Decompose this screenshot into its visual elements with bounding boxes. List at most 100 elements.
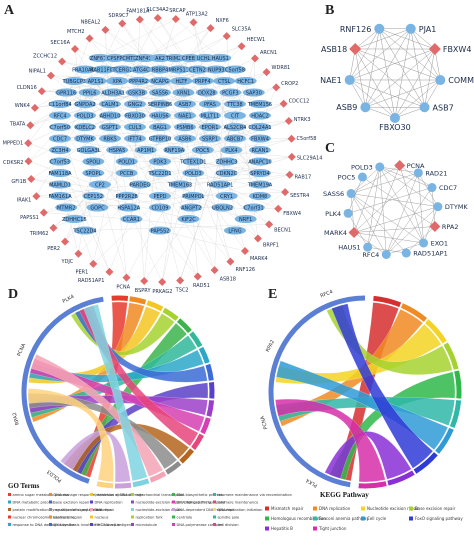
outer-label-papss1: PAPSS1 bbox=[20, 215, 39, 221]
legend-swatch bbox=[90, 523, 93, 526]
node-rfc4 bbox=[49, 111, 71, 120]
node-ssrp1 bbox=[199, 134, 221, 143]
node-tbata-marker bbox=[26, 121, 35, 130]
node-spoli bbox=[82, 157, 105, 166]
edge bbox=[424, 79, 441, 108]
node-zcchc12-marker bbox=[58, 57, 67, 66]
node-label-pold1: POLD1 bbox=[118, 159, 135, 165]
node-zc3h4 bbox=[49, 146, 71, 154]
node-label-abhd10: ABHD10 bbox=[100, 113, 121, 119]
edge bbox=[353, 232, 424, 244]
node-slc34a2-marker bbox=[153, 14, 162, 23]
edge bbox=[394, 48, 436, 119]
panel-letter-d: D bbox=[8, 287, 18, 302]
node-cdc7 bbox=[427, 183, 437, 193]
legend-item: MHC class II antigen bbox=[95, 523, 131, 527]
node-fbxw4-marker bbox=[428, 43, 441, 56]
edge bbox=[202, 149, 292, 157]
outer-label-brpf1: BRPF1 bbox=[263, 243, 279, 249]
edge bbox=[355, 48, 425, 108]
label-cdc7: CDC7 bbox=[439, 184, 457, 192]
label-fbxw4: FBXW4 bbox=[443, 45, 472, 54]
node-sec16a-marker bbox=[71, 45, 80, 54]
edge bbox=[64, 172, 94, 242]
edge bbox=[66, 92, 211, 128]
node-cdkn2c bbox=[215, 169, 238, 177]
edge bbox=[379, 166, 387, 255]
edge bbox=[379, 28, 435, 50]
node-cry1 bbox=[215, 192, 238, 200]
node-label-pfas: PFAS bbox=[204, 102, 216, 108]
node-asb7 bbox=[173, 100, 196, 108]
node-label-kdelc2: KDELC2 bbox=[75, 125, 95, 131]
node-mtch2-marker bbox=[85, 34, 94, 43]
node-label-pcmtd1: PCMTD1 bbox=[119, 56, 140, 62]
edge bbox=[178, 27, 211, 70]
chord-panel-e: PLK4 PCNA RPA2 RFC4 bbox=[259, 289, 462, 489]
node-label-haus1: HAUS1 bbox=[212, 56, 229, 62]
term-arc bbox=[189, 331, 203, 348]
node-cpeb1 bbox=[179, 54, 202, 62]
node-label-xrn1: XRN1 bbox=[177, 90, 191, 96]
outer-label-slc35a: SLC35A bbox=[232, 26, 252, 32]
node-nbeal2-marker bbox=[101, 25, 110, 34]
edge bbox=[109, 103, 215, 271]
node-label-znf492: ZNF492 bbox=[135, 56, 155, 62]
node-label-nrf1: NRF1 bbox=[239, 217, 252, 223]
node-nipal1-marker bbox=[46, 71, 55, 80]
label-rnf126: RNF126 bbox=[340, 25, 371, 34]
node-label-angpt2: ANGPT2 bbox=[181, 205, 201, 211]
node-gtpbp10 bbox=[149, 134, 171, 143]
outer-label-nbeal2: NBEAL2 bbox=[81, 20, 101, 26]
label-dtymk: DTYMK bbox=[445, 203, 469, 211]
node-zdhhc3 bbox=[215, 157, 238, 166]
node-label-ssrp1: SSRP1 bbox=[202, 136, 218, 142]
node-c5orf58-marker bbox=[287, 134, 296, 143]
chord-panel-d: POLD3 RPA2 PCNA PLK4 bbox=[12, 294, 215, 489]
chord-ribbon bbox=[27, 388, 114, 482]
outer-label-pcna: PCNA bbox=[116, 284, 130, 290]
gene-label-pold3: POLD3 bbox=[46, 468, 63, 483]
node-gng2 bbox=[124, 100, 147, 108]
label-rfc4: RFC4 bbox=[362, 251, 379, 259]
node-label-kif2c: KIF2C bbox=[181, 217, 196, 223]
node-rnf19a bbox=[163, 146, 186, 154]
outer-label-rnf126: RNF126 bbox=[235, 267, 255, 273]
term-arc bbox=[191, 433, 204, 450]
node-kdm8 bbox=[248, 192, 271, 200]
node-label-pold3: POLD3 bbox=[185, 171, 202, 177]
edge bbox=[109, 103, 211, 139]
node-rad51ap1 bbox=[209, 180, 231, 189]
node-label-trim23: TRIM23 bbox=[165, 56, 185, 62]
outer-label-asb18: ASB18 bbox=[220, 276, 236, 282]
term-arc bbox=[425, 319, 447, 344]
node-ubqln2 bbox=[211, 203, 234, 212]
legend-swatch bbox=[131, 508, 134, 511]
node-label-col24a1: COL24A1 bbox=[248, 125, 271, 131]
node-trim62-marker bbox=[49, 223, 58, 232]
edge bbox=[193, 172, 286, 193]
legend-swatch bbox=[172, 508, 175, 511]
label-fbxo30: FBXO30 bbox=[379, 123, 411, 132]
legend-swatch bbox=[172, 515, 175, 519]
edge bbox=[59, 120, 289, 139]
node-crop2-marker bbox=[272, 83, 281, 92]
node-pepd bbox=[149, 192, 171, 200]
legend-swatch bbox=[313, 506, 317, 511]
legend-swatch bbox=[131, 500, 134, 504]
edge bbox=[74, 115, 161, 220]
network-panel-b: PJA1 FBXW4 COMMD8 ASB7 FBXO30 ASB9 NAE1 ASB18 RN… bbox=[320, 23, 474, 132]
outer-label-per1: PER1 bbox=[75, 270, 88, 276]
node-cdcc12-marker bbox=[279, 99, 288, 108]
node-arcn1-marker bbox=[250, 54, 259, 63]
legend-item: centrosome bbox=[54, 516, 76, 520]
legend-item: Tight junction bbox=[318, 526, 347, 531]
term-arc bbox=[454, 370, 462, 399]
term-arc bbox=[413, 452, 438, 474]
node-pold3 bbox=[182, 169, 205, 177]
edge bbox=[253, 58, 256, 93]
node-ctsl bbox=[213, 77, 236, 85]
chord-ribbon bbox=[31, 354, 164, 477]
edge bbox=[365, 106, 396, 119]
